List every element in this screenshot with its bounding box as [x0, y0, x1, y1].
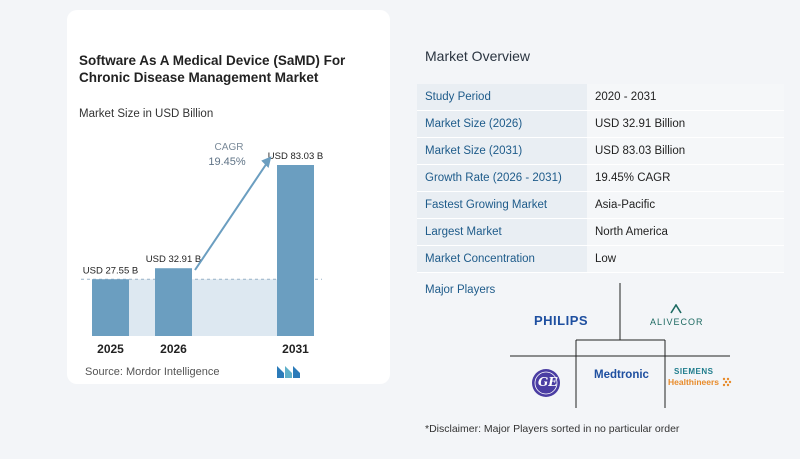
overview-key: Growth Rate (2026 - 2031)	[417, 164, 587, 192]
ge-logo-text: GE	[538, 375, 558, 389]
overview-key: Largest Market	[417, 218, 587, 246]
philips-logo: PHILIPS	[534, 313, 589, 328]
overview-table: Study Period 2020 - 2031 Market Size (2026…	[417, 84, 784, 273]
overview-title: Market Overview	[425, 48, 531, 64]
players-title: Major Players	[425, 284, 496, 296]
chart-card: Software As A Medical Device (SaMD) For …	[67, 10, 390, 384]
cagr-arrow	[194, 159, 270, 271]
overview-value: USD 32.91 Billion	[587, 110, 784, 138]
overview-key: Market Concentration	[417, 245, 587, 273]
overview-key: Market Size (2026)	[417, 110, 587, 138]
category-label-2026: 2026	[160, 342, 187, 356]
overview-row: Largest Market North America	[417, 218, 784, 246]
cagr-label: CAGR	[215, 142, 244, 153]
medtronic-logo: Medtronic	[594, 369, 649, 381]
ge-logo-icon	[532, 369, 560, 397]
overview-value: 2020 - 2031	[587, 84, 784, 111]
alivecor-chevron-icon	[670, 304, 682, 314]
disclaimer: *Disclaimer: Major Players sorted in no …	[425, 423, 680, 435]
data-label-2031: USD 83.03 B	[268, 151, 323, 162]
overview-key: Market Size (2031)	[417, 137, 587, 165]
bar-2025	[92, 279, 129, 336]
overview-value: USD 83.03 Billion	[587, 137, 784, 165]
players-grid-lines	[510, 283, 730, 408]
bar-chart: USD 27.55 B 2025 USD 32.91 B 2026 USD 83.03 …	[81, 142, 323, 356]
overview-key: Fastest Growing Market	[417, 191, 587, 219]
overview-row: Fastest Growing Market Asia-Pacific	[417, 191, 784, 219]
overview-value: Asia-Pacific	[587, 191, 784, 219]
bar-2031	[277, 165, 314, 336]
category-label-2025: 2025	[97, 342, 124, 356]
overview-row: Growth Rate (2026 - 2031) 19.45% CAGR	[417, 164, 784, 192]
bar-2026	[155, 268, 192, 336]
overview-row: Market Size (2031) USD 83.03 Billion	[417, 137, 784, 165]
chart-subtitle: Market Size in USD Billion	[79, 108, 214, 120]
source-text: Source: Mordor Intelligence	[85, 366, 220, 378]
overview-value: North America	[587, 218, 784, 246]
overview-row: Market Size (2026) USD 32.91 Billion	[417, 110, 784, 138]
cagr-value: 19.45%	[208, 156, 246, 168]
cagr-arrow-head	[261, 156, 272, 168]
overview-value: 19.45% CAGR	[587, 164, 784, 192]
overview-row: Market Concentration Low	[417, 245, 784, 273]
healthineers-logo: Healthineers	[668, 377, 720, 387]
data-label-2025: USD 27.55 B	[83, 265, 138, 276]
siemens-logo: SIEMENS	[674, 367, 714, 376]
mordor-logo-icon	[277, 366, 300, 378]
chart-title: Software As A Medical Device (SaMD) For …	[79, 53, 346, 85]
data-label-2026: USD 32.91 B	[146, 254, 201, 265]
overview-key: Study Period	[417, 84, 587, 111]
overview-row: Study Period 2020 - 2031	[417, 84, 784, 111]
alivecor-logo: ALIVECOR	[650, 317, 704, 327]
overview-value: Low	[587, 245, 784, 273]
healthineers-dots-icon	[722, 377, 732, 387]
category-label-2031: 2031	[282, 342, 309, 356]
